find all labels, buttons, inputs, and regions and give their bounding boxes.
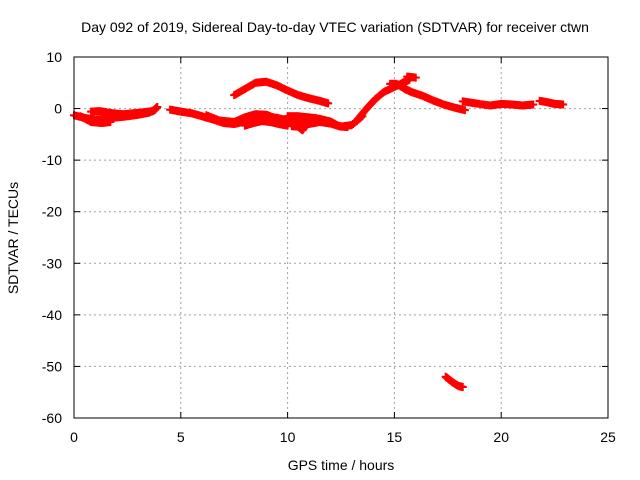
y-tick-label: -40: [42, 307, 62, 323]
data-track-13: [458, 97, 538, 110]
y-tick-label: 0: [54, 101, 62, 117]
data-track-09: [230, 77, 333, 108]
y-tick-label: -30: [42, 255, 62, 271]
x-tick-label: 5: [177, 429, 185, 445]
x-axis-label: GPS time / hours: [288, 457, 395, 473]
data-track-02: [87, 103, 162, 119]
data-track-06: [240, 116, 292, 130]
data-points: [70, 72, 568, 392]
data-track-05: [202, 110, 277, 126]
chart-title: Day 092 of 2019, Sidereal Day-to-day VTE…: [81, 19, 589, 35]
y-tick-label: 10: [46, 49, 62, 65]
data-point: [324, 99, 333, 108]
data-point: [529, 100, 538, 109]
y-tick-label: -50: [42, 358, 62, 374]
data-track-11: [386, 79, 469, 115]
data-point: [411, 73, 420, 82]
data-point: [343, 123, 352, 132]
data-point: [106, 117, 115, 126]
data-track-12: [403, 72, 420, 82]
data-track-08: [283, 112, 352, 132]
x-tick-label: 20: [493, 429, 509, 445]
y-tick-label: -60: [42, 410, 62, 426]
data-track-14: [535, 96, 568, 109]
x-tick-label: 25: [600, 429, 616, 445]
data-track-10: [354, 75, 414, 123]
data-point: [460, 106, 469, 115]
y-tick-label: -10: [42, 152, 62, 168]
x-tick-label: 15: [387, 429, 403, 445]
x-tick-label: 10: [280, 429, 296, 445]
data-point: [458, 383, 467, 392]
y-axis-label: SDTVAR / TECUs: [5, 182, 21, 294]
y-tick-label: -20: [42, 204, 62, 220]
x-tick-label: 0: [70, 429, 78, 445]
axis-ticks: 0 5 10 15 20 25 -60 -50 -40 -30 -20 -10 0 10: [42, 49, 616, 445]
data-track-03: [76, 112, 115, 128]
data-track-15: [441, 372, 467, 392]
data-point: [153, 103, 162, 112]
data-point: [559, 100, 568, 109]
plot-frame: [73, 56, 609, 419]
